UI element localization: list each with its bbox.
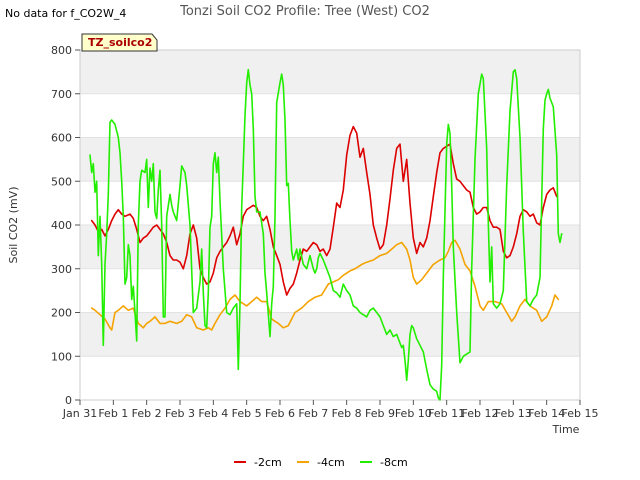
x-tick-label: Feb 14 (528, 407, 565, 420)
x-tick-label: Feb 8 (332, 407, 362, 420)
x-tick-label: Feb 15 (562, 407, 599, 420)
x-tick-label: Feb 7 (298, 407, 328, 420)
x-tick-label: Jan 31 (62, 407, 97, 420)
series-line-minus-8cm (89, 68, 563, 401)
y-tick-label: 600 (51, 132, 72, 145)
plot-band (80, 50, 580, 94)
y-tick-label: 800 (51, 44, 72, 57)
plot-band (80, 312, 580, 357)
y-tick-label: 700 (51, 88, 72, 101)
x-tick-label: Feb 13 (495, 407, 532, 420)
x-axis: Jan 31 Feb 1 Feb 2 Feb 3 Feb 4 Feb 5 Feb 6 Feb … (62, 400, 599, 420)
y-axis-label: Soil CO2 (mV) (7, 187, 20, 264)
legend-label-8cm: -8cm (380, 456, 408, 469)
x-tick-label: Feb 1 (98, 407, 128, 420)
no-data-notice: No data for f_CO2W_4 (5, 7, 127, 20)
y-axis: 0 100 200 300 400 500 600 700 800 (51, 44, 80, 407)
y-tick-label: 200 (51, 307, 72, 320)
chart-title: Tonzi Soil CO2 Profile: Tree (West) CO2 (179, 4, 430, 19)
x-tick-label: Feb 2 (132, 407, 162, 420)
x-tick-label: Feb 5 (232, 407, 262, 420)
badge-label: TZ_soilco2 (88, 36, 152, 49)
x-tick-label: Feb 9 (365, 407, 395, 420)
x-axis-label: Time (552, 423, 580, 436)
x-tick-label: Feb 10 (395, 407, 432, 420)
series-line-minus-4cm (90, 239, 560, 331)
plot-bands (80, 49, 580, 401)
series-badge: TZ_soilco2 (81, 33, 158, 52)
plot-band (80, 137, 580, 182)
y-tick-label: 500 (51, 175, 72, 188)
legend: -2cm -4cm -8cm (234, 456, 408, 469)
y-tick-label: 0 (65, 394, 72, 407)
x-tick-label: Feb 12 (462, 407, 499, 420)
x-tick-label: Feb 3 (165, 407, 195, 420)
badge-box (81, 33, 158, 52)
legend-label-2cm: -2cm (254, 456, 282, 469)
y-tick-label: 400 (51, 219, 72, 232)
x-tick-label: Feb 11 (428, 407, 465, 420)
legend-label-4cm: -4cm (317, 456, 345, 469)
y-tick-label: 100 (51, 350, 72, 363)
series-line-minus-2cm (90, 125, 558, 296)
series-lines (89, 68, 563, 401)
x-tick-label: Feb 6 (265, 407, 295, 420)
x-tick-label: Feb 4 (198, 407, 228, 420)
y-tick-label: 300 (51, 263, 72, 276)
